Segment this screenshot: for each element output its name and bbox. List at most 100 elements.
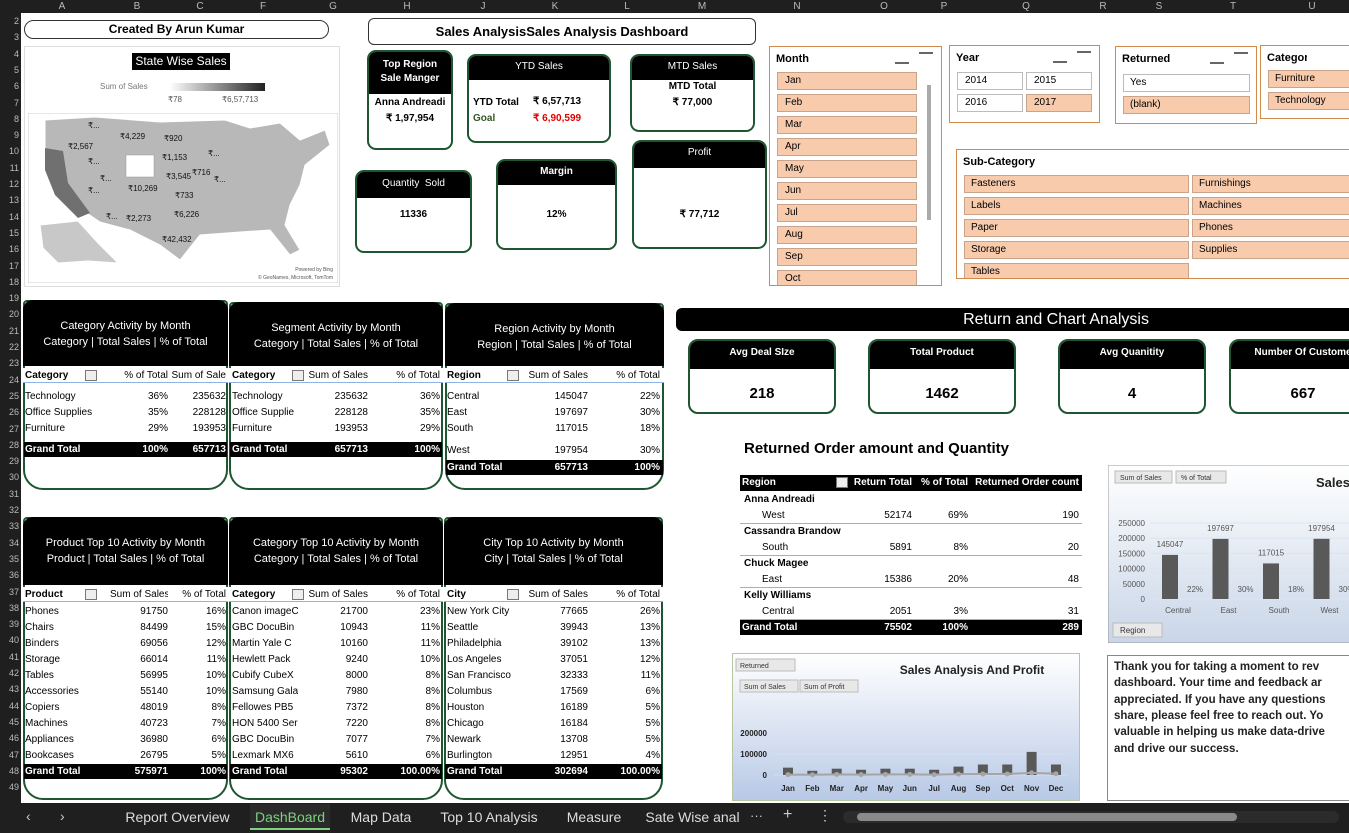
slicer-item[interactable]: 2017 — [1026, 94, 1092, 112]
x-tick-label: Jan — [781, 784, 795, 793]
row-number: 44 — [8, 700, 19, 711]
sheet-tab[interactable]: DashBoard — [250, 804, 330, 830]
slicer-item[interactable]: Fasteners — [964, 175, 1189, 193]
slicer-item[interactable]: Paper — [964, 219, 1189, 237]
legend-button[interactable] — [799, 679, 859, 693]
row-number: 15 — [8, 227, 19, 238]
pivot-filter-button[interactable] — [507, 589, 519, 600]
slicer-item[interactable]: 2015 — [1026, 72, 1092, 90]
row-number: 10 — [8, 146, 19, 157]
pivot-cell: 66014 — [140, 654, 168, 665]
filter-button[interactable] — [735, 658, 796, 672]
pivot-cell: 7220 — [345, 718, 368, 729]
pivot-filter-button[interactable] — [292, 370, 304, 381]
pivot-cell: 15% — [205, 622, 226, 633]
y-tick-label: 200000 — [1118, 534, 1145, 543]
slicer-item[interactable]: Jun — [777, 182, 917, 200]
sheet-tab[interactable]: Measure — [566, 809, 622, 825]
scrollbar[interactable] — [843, 811, 1339, 823]
legend-button[interactable] — [1114, 470, 1173, 484]
pivot-total: 100% — [414, 444, 440, 455]
pivot-cell: 5% — [211, 750, 226, 761]
slicer-item[interactable]: Furniture — [1268, 70, 1349, 88]
tab-menu[interactable]: ⋮ — [818, 807, 832, 823]
pivot-total: Grand Total — [25, 766, 81, 777]
kpi-value: ₹ 1,97,954 — [385, 113, 435, 124]
return-row-line — [740, 619, 1082, 620]
slicer-item[interactable]: Labels — [964, 197, 1189, 215]
slicer-item[interactable]: May — [777, 160, 917, 178]
pivot-cell: 16189 — [560, 702, 588, 713]
metric-title: Number Of Custome — [1254, 347, 1349, 358]
pivot-cell: Tables — [25, 670, 54, 681]
pivot-cell: Phones — [25, 606, 59, 617]
slicer-multiselect[interactable] — [1210, 52, 1224, 64]
tab-add[interactable]: + — [783, 806, 793, 823]
slicer-multiselect[interactable] — [895, 52, 909, 64]
pivot-filter-button[interactable] — [507, 370, 519, 381]
pivot-filter-button[interactable] — [85, 589, 97, 600]
pivot-cell: Burlington — [447, 750, 493, 761]
column-letter: G — [329, 1, 337, 12]
slicer-item[interactable]: Tables — [964, 263, 1189, 278]
pivot-cell: Lexmark MX6 — [232, 750, 294, 761]
kpi-value: ₹ 77,000 — [672, 97, 713, 108]
slicer: Month Jan Feb Mar Apr May Jun Jul Aug Sep Oct — [769, 46, 942, 286]
x-tick-label: May — [878, 784, 894, 793]
tab-more[interactable]: ··· — [750, 808, 763, 823]
pivot-filter-button[interactable] — [292, 589, 304, 600]
x-tick-label: Sep — [976, 784, 991, 793]
slicer-clear-filter[interactable] — [919, 52, 933, 64]
profit-marker — [809, 772, 815, 778]
slicer-clear-filter[interactable] — [1234, 52, 1248, 64]
pivot-cell: East — [447, 407, 468, 418]
slicer-item[interactable]: Sep — [777, 248, 917, 266]
slicer-item[interactable]: Supplies — [1192, 241, 1349, 259]
slicer-item[interactable]: 2016 — [957, 94, 1023, 112]
pivot-cell: 11% — [206, 654, 226, 665]
slicer-item[interactable]: (blank) — [1123, 96, 1250, 114]
pivot-filter-button[interactable] — [85, 370, 97, 381]
pivot-cell: Appliances — [25, 734, 74, 745]
slicer-item[interactable]: Feb — [777, 94, 917, 112]
return-manager: Cassandra Brandow — [744, 526, 841, 537]
slicer-item[interactable]: 2014 — [957, 72, 1023, 90]
filter-button[interactable] — [1112, 622, 1163, 638]
metric-header — [1231, 341, 1349, 369]
legend-button[interactable] — [739, 679, 799, 693]
slicer-item[interactable]: Technology — [1268, 92, 1349, 110]
slicer-item[interactable]: Phones — [1192, 219, 1349, 237]
scroll-thumb[interactable] — [857, 813, 1237, 821]
slicer-item[interactable]: Jan — [777, 72, 917, 90]
slicer-clear-filter[interactable] — [1077, 51, 1091, 63]
sheet-tab[interactable]: Top 10 Analysis — [440, 809, 538, 825]
slicer-multiselect[interactable] — [1053, 51, 1067, 63]
slicer-item[interactable]: Oct — [777, 270, 917, 285]
slicer-scrollbar — [927, 85, 931, 220]
tab-next[interactable]: › — [60, 808, 65, 824]
slicer-item[interactable]: Furnishings — [1192, 175, 1349, 193]
sheet-tab[interactable]: Map Data — [350, 809, 412, 825]
slicer-item[interactable]: Mar — [777, 116, 917, 134]
slicer-item[interactable]: Yes — [1123, 74, 1250, 92]
slicer-item[interactable]: Machines — [1192, 197, 1349, 215]
pivot-cell: 32333 — [560, 670, 588, 681]
legend-button[interactable] — [1175, 470, 1227, 484]
slicer-item[interactable]: Storage — [964, 241, 1189, 259]
slicer-item[interactable]: Jul — [777, 204, 917, 222]
slicer-item[interactable]: Apr — [777, 138, 917, 156]
return-filter-button[interactable] — [836, 477, 848, 488]
metric-value: 667 — [1290, 385, 1316, 402]
pivot-cell: 8% — [211, 702, 226, 713]
sheet-tab[interactable]: Report Overview — [125, 809, 230, 825]
pivot-cell: 36% — [419, 391, 440, 402]
slicer-item[interactable]: Aug — [777, 226, 917, 244]
profit-marker — [834, 771, 840, 777]
tab-prev[interactable]: ‹ — [26, 808, 31, 824]
column-letter: C — [196, 1, 204, 12]
bar — [1313, 538, 1330, 599]
pivot-cell: 6% — [425, 750, 440, 761]
column-letter: H — [403, 1, 411, 12]
sheet-tab[interactable]: Sate Wise anal — [645, 809, 740, 825]
metric-header — [870, 341, 1014, 369]
